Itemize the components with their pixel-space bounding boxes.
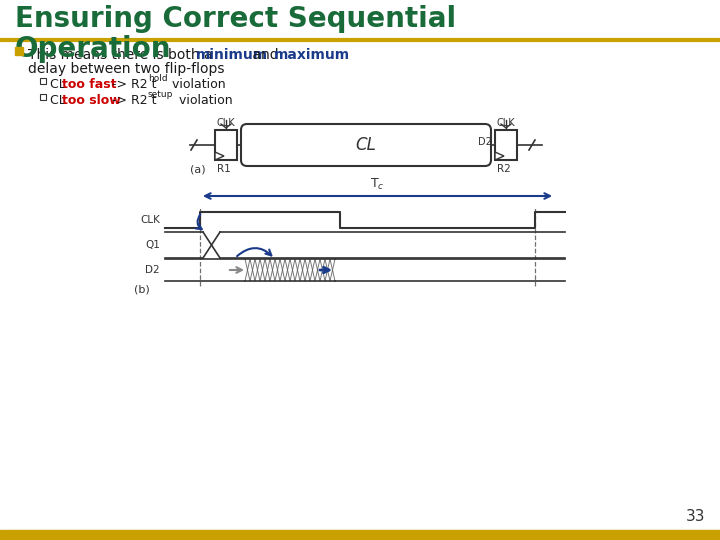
Text: maximum: maximum <box>274 48 350 62</box>
Text: (a): (a) <box>190 164 206 174</box>
Polygon shape <box>495 152 504 160</box>
Bar <box>215 130 237 160</box>
Text: 33: 33 <box>685 509 705 524</box>
Bar <box>40 94 46 100</box>
Bar <box>495 130 517 160</box>
Text: violation: violation <box>175 94 233 107</box>
Text: D2: D2 <box>145 265 160 275</box>
Text: T$_c$: T$_c$ <box>370 177 384 192</box>
Text: violation: violation <box>168 78 225 91</box>
Text: -> R2 t: -> R2 t <box>108 94 156 107</box>
Text: Operation: Operation <box>15 35 171 63</box>
Text: D2: D2 <box>478 137 492 147</box>
Text: -> R2 t: -> R2 t <box>108 78 156 91</box>
Text: Q1: Q1 <box>145 240 160 250</box>
Text: CL: CL <box>50 94 70 107</box>
Text: too slow: too slow <box>62 94 121 107</box>
Text: This means there is both a: This means there is both a <box>28 48 217 62</box>
Bar <box>40 78 46 84</box>
Text: delay between two flip-flops: delay between two flip-flops <box>28 62 225 76</box>
Text: and: and <box>248 48 283 62</box>
Text: R2: R2 <box>497 164 510 174</box>
Text: minimum: minimum <box>196 48 268 62</box>
Polygon shape <box>215 152 224 160</box>
Text: Ensuring Correct Sequential: Ensuring Correct Sequential <box>15 5 456 33</box>
Text: (b): (b) <box>134 285 150 295</box>
Text: R1: R1 <box>217 164 230 174</box>
Text: setup: setup <box>148 90 174 99</box>
Text: too fast: too fast <box>62 78 117 91</box>
Text: CL: CL <box>50 78 70 91</box>
FancyBboxPatch shape <box>241 124 491 166</box>
Text: CLK: CLK <box>140 215 160 225</box>
Bar <box>15 47 23 55</box>
Text: CLK: CLK <box>497 118 516 128</box>
Bar <box>0 530 720 540</box>
Text: Q1: Q1 <box>240 137 253 147</box>
Text: CL: CL <box>356 136 377 154</box>
Text: CLK: CLK <box>217 118 235 128</box>
Text: hold: hold <box>148 74 168 83</box>
